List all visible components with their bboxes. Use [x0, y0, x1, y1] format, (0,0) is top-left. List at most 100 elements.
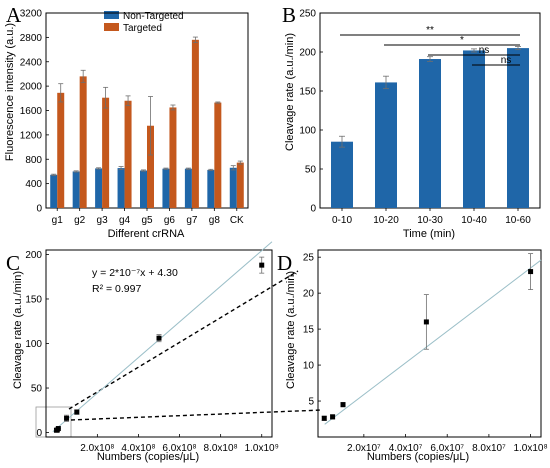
chart-c-xlabel: Numbers (copies/μL) — [97, 451, 199, 463]
chart-a-error-non-targeted-g4 — [118, 166, 124, 171]
chart-b-error-10-60 — [515, 46, 521, 51]
zoom-connector-lower — [70, 409, 323, 421]
chart-c-point-6 — [259, 262, 265, 268]
chart-a-error-non-targeted-g3 — [96, 167, 102, 170]
chart-a-bar-targeted-CK — [236, 162, 244, 208]
fit-equation: y = 2*10⁻⁷x + 4.30 — [92, 267, 178, 279]
chart-b-ylabel: Cleavage rate (a.u./min) — [284, 33, 296, 151]
chart-a-xtick-label: g2 — [74, 215, 86, 226]
chart-c-point-2 — [55, 426, 61, 432]
charts: g1 g2 g3 g4 g5 g6 g7 g8 CK0400800120016002000240… — [20, 9, 548, 455]
chart-c-ytick-label: 100 — [25, 339, 42, 350]
chart-c-ytick-label: 50 — [31, 384, 43, 395]
chart-a-ytick-label: 3200 — [20, 9, 43, 20]
chart-b-significance-label: ns — [501, 55, 512, 66]
chart-a-bar-non-targeted-g5 — [140, 170, 147, 208]
panel-letter-d: D — [277, 251, 292, 275]
chart-d-ytick-label: 10 — [303, 361, 315, 372]
chart-a-error-non-targeted-g8 — [208, 168, 214, 171]
chart-d-xtick-label: 8.0x10⁷ — [472, 443, 506, 454]
chart-d-xlabel: Numbers (copies/μL) — [367, 451, 469, 463]
chart-d-ytick-label: 25 — [303, 253, 315, 264]
chart-b-bar-10-60 — [507, 48, 529, 208]
chart-b-ytick-label: 100 — [299, 126, 316, 137]
chart-a-bar-targeted-g8 — [214, 102, 222, 208]
chart-c-xtick-label: 4.0x10⁸ — [121, 443, 155, 454]
chart-a-xtick-label: g8 — [209, 215, 221, 226]
chart-a-bar-targeted-g4 — [124, 100, 132, 208]
chart-b-xtick-label: 10-60 — [505, 215, 531, 226]
chart-c-xtick-label: 6.0x10⁸ — [162, 443, 196, 454]
chart-a-error-non-targeted-CK — [230, 165, 236, 171]
chart-c-point-4 — [74, 409, 80, 415]
chart-c-xtick-label: 2.0x10⁸ — [80, 443, 114, 454]
chart-a-xtick-label: g7 — [186, 215, 198, 226]
chart-d-point-0 — [321, 415, 327, 421]
chart-c-ytick-label: 0 — [36, 428, 42, 439]
chart-b-significance-label: ns — [479, 45, 490, 56]
chart-d-ytick-label: 15 — [303, 325, 315, 336]
chart-c-point-3 — [64, 415, 70, 421]
panel-letter-a: A — [6, 3, 22, 27]
chart-a-error-targeted-g7 — [192, 36, 198, 43]
legend-label-non-targeted: Non-Targeted — [123, 11, 184, 22]
chart-a-xtick-label: g4 — [119, 215, 131, 226]
chart-a-ytick-label: 2000 — [20, 82, 43, 93]
chart-a-bar-non-targeted-g1 — [50, 174, 58, 208]
chart-a-bar-targeted-g6 — [169, 107, 177, 208]
chart-a-bar-non-targeted-g4 — [117, 168, 125, 208]
chart-a-error-non-targeted-g1 — [51, 173, 57, 176]
chart-b-bar-10-40 — [463, 50, 485, 208]
chart-a-ytick-label: 800 — [25, 155, 42, 166]
chart-a-error-targeted-g3 — [103, 86, 109, 109]
chart-a-error-targeted-g1 — [58, 83, 64, 103]
chart-a-error-targeted-g5 — [148, 96, 153, 156]
chart-a-bar-non-targeted-g3 — [95, 168, 103, 208]
chart-a-xtick-label: g5 — [141, 215, 153, 226]
chart-a-ytick-label: 0 — [36, 204, 42, 215]
chart-b-bar-10-20 — [375, 82, 397, 208]
chart-a-xlabel: Different crRNA — [108, 228, 185, 240]
panel-letter-b: B — [282, 3, 296, 27]
chart-b-error-0-10 — [339, 135, 345, 148]
chart-b-ytick-label: 200 — [299, 48, 316, 59]
chart-b-error-10-20 — [383, 75, 389, 90]
chart-d-point-1 — [330, 414, 336, 420]
chart-b-xtick-label: 0-10 — [332, 215, 352, 226]
chart-b-significance-label: * — [460, 35, 464, 46]
chart-c-xtick-label: 8.0x10⁸ — [204, 443, 238, 454]
chart-a-error-targeted-g6 — [170, 104, 176, 111]
chart-a-bar-targeted-g5 — [147, 125, 154, 208]
zoom-connector-upper — [68, 270, 299, 410]
chart-a-ytick-label: 2800 — [20, 33, 43, 44]
chart-b-xtick-label: 10-40 — [461, 215, 487, 226]
chart-d-xtick-label: 4.0x10⁷ — [389, 443, 423, 454]
chart-a-bar-non-targeted-g8 — [207, 169, 215, 208]
chart-a-xtick-label: g6 — [164, 215, 176, 226]
chart-a-bar-non-targeted-g2 — [72, 171, 80, 208]
chart-d-point-4 — [528, 269, 534, 275]
chart-d-xtick-label: 1.0x10⁸ — [513, 443, 547, 454]
chart-b-error-10-40 — [471, 48, 477, 53]
chart-a-xtick-label: g3 — [97, 215, 109, 226]
chart-a-xtick-label: g1 — [52, 215, 64, 226]
panel-letter-c: C — [6, 251, 20, 275]
chart-b-ytick-label: 50 — [305, 165, 317, 176]
chart-a-error-non-targeted-g7 — [185, 167, 191, 170]
chart-c-ytick-label: 200 — [25, 250, 42, 261]
chart-b-xlabel: Time (min) — [403, 228, 455, 240]
chart-b-ytick-label: 150 — [299, 87, 316, 98]
chart-d-point-2 — [340, 402, 346, 408]
chart-a-ylabel: Fluorescence intensity (a.u.) — [4, 23, 16, 161]
chart-a-error-non-targeted-g6 — [163, 167, 169, 170]
chart-a-ytick-label: 1600 — [20, 106, 43, 117]
chart-b-bar-0-10 — [331, 141, 353, 208]
chart-b-xtick-label: 10-20 — [373, 215, 399, 226]
fit-r-squared: R² = 0.997 — [92, 283, 141, 295]
chart-b-xtick-label: 10-30 — [417, 215, 443, 226]
chart-b-significance-label: ** — [426, 25, 434, 36]
chart-b-error-10-30 — [427, 56, 433, 62]
legend-swatch-targeted — [104, 23, 119, 31]
chart-a-bar-non-targeted-g7 — [184, 168, 192, 208]
